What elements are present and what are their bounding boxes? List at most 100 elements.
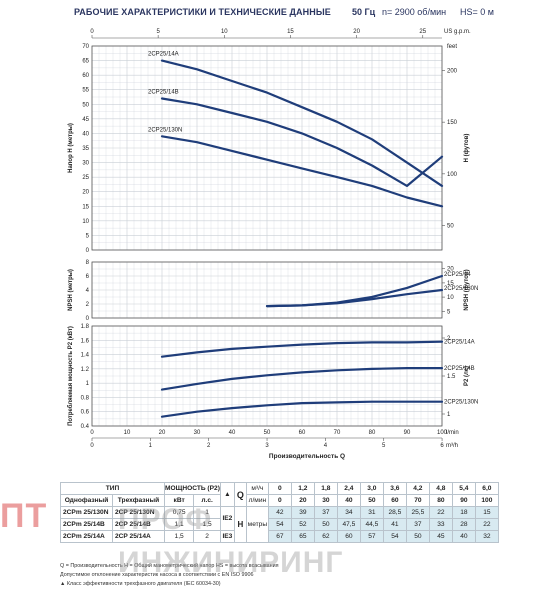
top-axis-tick-label: 15 bbox=[287, 29, 294, 35]
head-value: 34 bbox=[336, 506, 361, 519]
footnote-tolerance: Допустимое отклонение характеристик насо… bbox=[60, 572, 254, 578]
y-tick-label: 1.4 bbox=[81, 353, 90, 359]
series-label: 2CP25/14A bbox=[444, 340, 475, 346]
plot-frame bbox=[91, 45, 443, 251]
y-tick-label: 0.6 bbox=[81, 410, 90, 416]
ie-class-header: ▲ bbox=[219, 482, 235, 507]
head-value: 40 bbox=[451, 530, 476, 543]
x-m3h-unit-label: m³/h bbox=[446, 443, 458, 449]
m3h-value: 3,0 bbox=[359, 482, 384, 495]
y-axis-right-label: H (футов) bbox=[463, 134, 470, 163]
top-axis-tick-label: 25 bbox=[419, 29, 426, 35]
y-tick-label: 1 bbox=[86, 381, 90, 387]
single-phase-model: 2CPm 25/14A bbox=[60, 530, 113, 543]
chart-title: РАБОЧИЕ ХАРАКТЕРИСТИКИ И ТЕХНИЧЕСКИЕ ДАН… bbox=[74, 7, 331, 17]
m3h-value: 1,8 bbox=[313, 482, 338, 495]
y-axis-label: Напор H (метры) bbox=[68, 123, 74, 173]
x-m3h-tick-label: 4 bbox=[324, 443, 328, 449]
y-right-tick-label: 200 bbox=[447, 68, 458, 74]
head-value: 32 bbox=[474, 530, 499, 543]
footnote-ie-class: ▲ Класс эффективности трехфазного двигат… bbox=[60, 581, 221, 587]
top-axis-tick-label: 5 bbox=[156, 29, 160, 35]
m3h-value: 4,8 bbox=[428, 482, 453, 495]
x-tick-label: 20 bbox=[159, 430, 166, 436]
head-value: 54 bbox=[382, 530, 407, 543]
x-tick-label: 40 bbox=[229, 430, 236, 436]
y-tick-label: 2 bbox=[86, 302, 90, 308]
table-row: 2CPm 25/14A 2CP 25/14A 1,5 2 IE3 67 65 6… bbox=[60, 530, 499, 543]
x-m3h-tick-label: 6 bbox=[440, 443, 444, 449]
head-value: 62 bbox=[313, 530, 338, 543]
series-line bbox=[160, 135, 444, 208]
three-phase-model: 2CP 25/14B bbox=[112, 518, 165, 531]
lmin-value: 20 bbox=[290, 494, 315, 507]
x-m3h-tick-label: 0 bbox=[90, 443, 94, 449]
top-axis-tick-label: 10 bbox=[221, 29, 228, 35]
y-tick-label: 25 bbox=[82, 175, 89, 181]
speed-label: n= 2900 об/мин bbox=[382, 7, 447, 17]
series-line bbox=[160, 97, 444, 187]
y-tick-label: 15 bbox=[82, 204, 89, 210]
head-value: 15 bbox=[474, 506, 499, 519]
three-phase-model: 2CP 25/14A bbox=[112, 530, 165, 543]
type-header: ТИП bbox=[60, 482, 165, 495]
y-tick-label: 1.2 bbox=[81, 367, 90, 373]
y-tick-label: 65 bbox=[82, 59, 89, 65]
x-tick-label: 80 bbox=[369, 430, 376, 436]
y-tick-label: 50 bbox=[82, 102, 89, 108]
lmin-value: 70 bbox=[405, 494, 430, 507]
x-m3h-tick-label: 2 bbox=[207, 443, 211, 449]
lmin-value: 100 bbox=[474, 494, 499, 507]
single-phase-header: Однофазный bbox=[60, 494, 113, 507]
lmin-label: л/мин bbox=[245, 494, 269, 507]
spec-table: ТИП МОЩНОСТЬ (P2) ▲ Q м³/ч 0 1,2 1,8 2,4… bbox=[60, 482, 499, 543]
series-label: 2CP25/14B bbox=[444, 366, 475, 372]
y-tick-label: 40 bbox=[82, 131, 89, 137]
x-tick-label: 100 bbox=[437, 430, 448, 436]
m3h-value: 0 bbox=[267, 482, 292, 495]
lmin-value: 30 bbox=[313, 494, 338, 507]
m3h-value: 2,4 bbox=[336, 482, 361, 495]
kw-header: кВт bbox=[163, 494, 195, 507]
y-tick-label: 6 bbox=[86, 274, 90, 280]
lmin-value: 90 bbox=[451, 494, 476, 507]
pump-performance-chart: 051015202530354045505560657050100150200Н… bbox=[67, 29, 478, 460]
ie-class-ie2: IE2 bbox=[219, 506, 235, 531]
y-tick-label: 45 bbox=[82, 117, 89, 123]
head-value: 28 bbox=[451, 518, 476, 531]
head-value: 65 bbox=[290, 530, 315, 543]
head-value: 22 bbox=[428, 506, 453, 519]
lmin-value: 50 bbox=[359, 494, 384, 507]
frequency-label: 50 Гц bbox=[352, 7, 376, 17]
head-value: 50 bbox=[405, 530, 430, 543]
m3h-value: 4,2 bbox=[405, 482, 430, 495]
y-tick-label: 5 bbox=[86, 233, 90, 239]
x-m3h-tick-label: 3 bbox=[265, 443, 269, 449]
series-label: 2CP25/130N bbox=[444, 286, 478, 292]
y-tick-label: 1.8 bbox=[81, 324, 90, 330]
y-right-tick-label: 10 bbox=[447, 295, 454, 301]
y-right-tick-label: 5 bbox=[447, 309, 451, 315]
series-line bbox=[160, 367, 444, 391]
head-value: 54 bbox=[267, 518, 292, 531]
m3h-label: м³/ч bbox=[245, 482, 269, 495]
x-tick-label: 30 bbox=[194, 430, 201, 436]
ie-class-ie3: IE3 bbox=[219, 530, 235, 543]
x-m3h-tick-label: 5 bbox=[382, 443, 386, 449]
y-axis-right-label: NPSH (футов) bbox=[463, 269, 470, 310]
series-label: 2CP25/14B bbox=[148, 89, 179, 95]
series-line bbox=[160, 340, 444, 358]
footnote-legend: Q = Производительность H = Общий маномет… bbox=[60, 563, 279, 569]
y-tick-label: 1.6 bbox=[81, 338, 90, 344]
suction-label: HS= 0 м bbox=[460, 7, 494, 17]
head-value: 44,5 bbox=[359, 518, 384, 531]
head-value: 22 bbox=[474, 518, 499, 531]
x-tick-label: 90 bbox=[404, 430, 411, 436]
y-right-tick-label: 50 bbox=[447, 224, 454, 230]
y-tick-label: 0 bbox=[86, 316, 90, 322]
m3h-value: 6,0 bbox=[474, 482, 499, 495]
y-right-tick-label: 1.5 bbox=[447, 374, 456, 380]
head-value: 57 bbox=[359, 530, 384, 543]
single-phase-model: 2CPm 25/14B bbox=[60, 518, 113, 531]
m3h-value: 1,2 bbox=[290, 482, 315, 495]
